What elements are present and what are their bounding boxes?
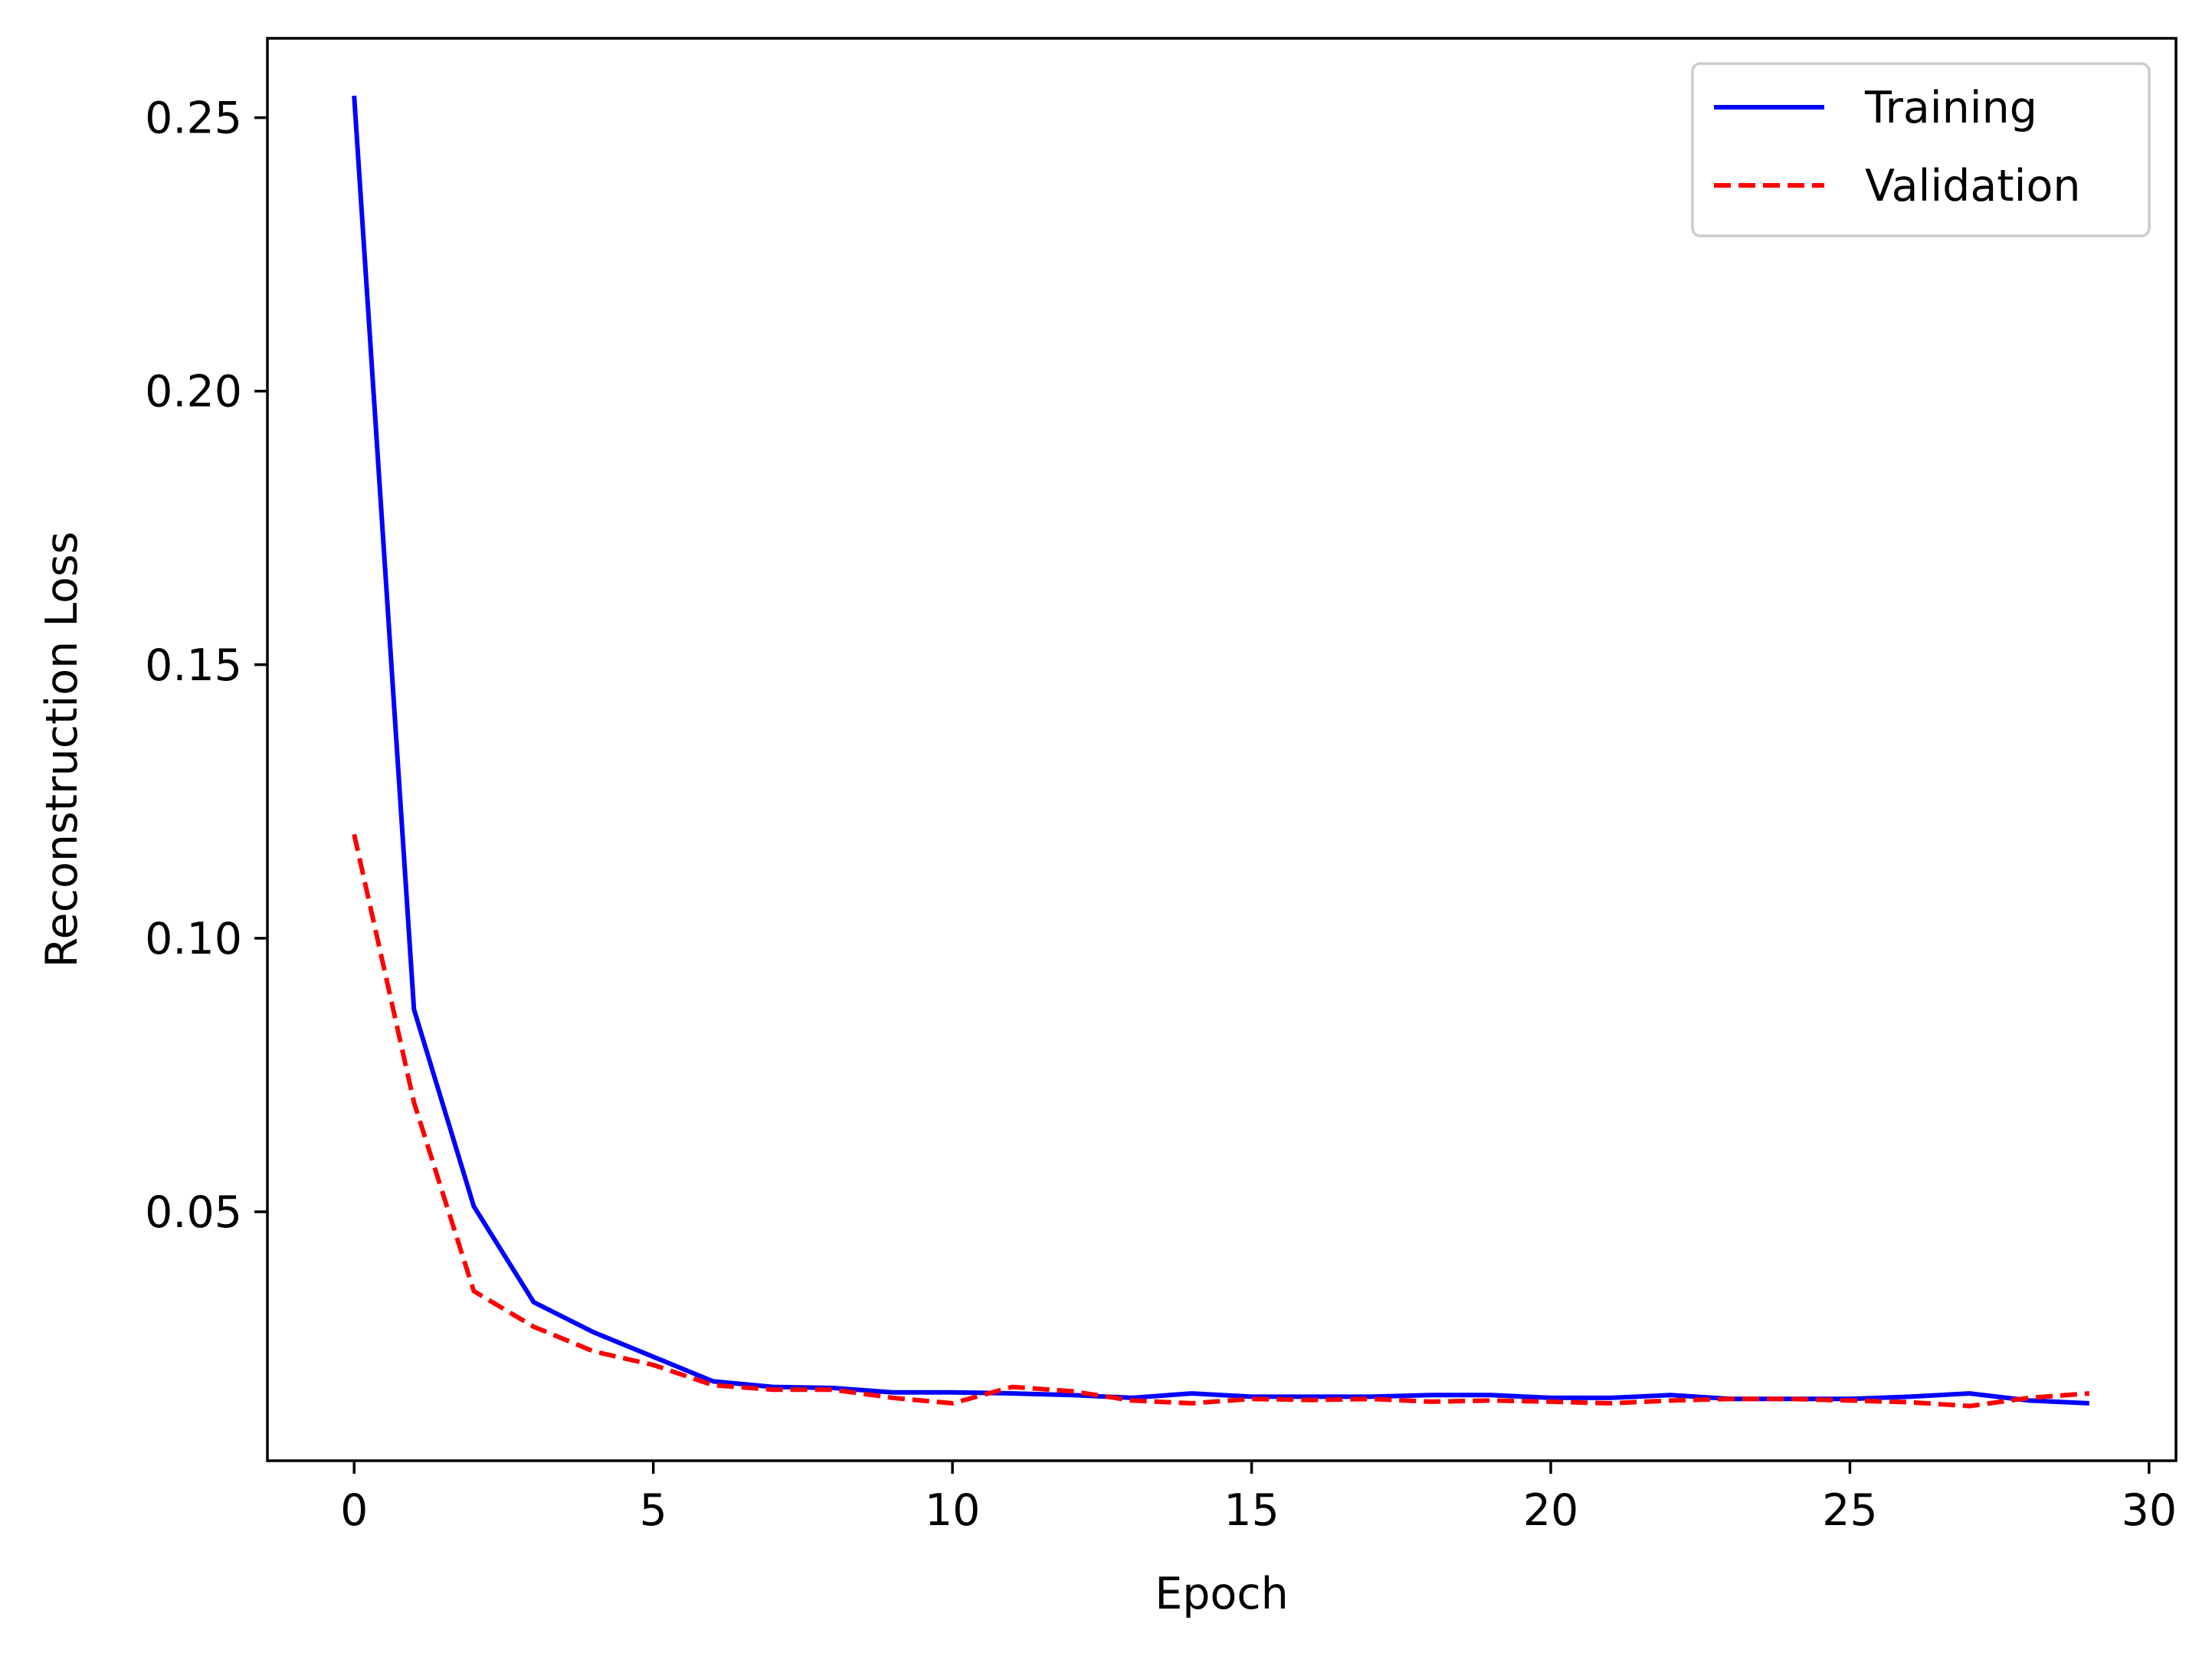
x-tick-label: 20 xyxy=(1523,1485,1579,1536)
x-tick-label: 15 xyxy=(1224,1485,1280,1536)
legend-label-training: Training xyxy=(1864,83,2037,133)
legend-label-validation: Validation xyxy=(1865,161,2080,211)
y-axis-ticks: 0.05 0.10 0.15 0.20 0.25 xyxy=(145,93,267,1238)
y-tick-label: 0.15 xyxy=(145,640,242,691)
x-tick-label: 5 xyxy=(640,1485,667,1536)
x-axis-ticks: 0 5 10 15 20 25 30 xyxy=(340,1461,2177,1536)
y-tick-label: 0.20 xyxy=(145,367,242,417)
y-axis-title: Reconstruction Loss xyxy=(37,532,87,968)
y-tick-label: 0.05 xyxy=(145,1187,242,1238)
x-axis-title: Epoch xyxy=(1155,1569,1289,1619)
x-tick-label: 10 xyxy=(925,1485,981,1536)
x-tick-label: 0 xyxy=(340,1485,368,1536)
x-tick-label: 30 xyxy=(2122,1485,2178,1536)
series-line-validation xyxy=(352,833,2090,1409)
y-tick-label: 0.25 xyxy=(145,93,242,144)
x-tick-label: 25 xyxy=(1822,1485,1878,1536)
series-layer xyxy=(352,95,2090,1409)
plot-frame xyxy=(266,37,2178,1462)
y-tick-label: 0.10 xyxy=(145,914,242,964)
legend: Training Validation xyxy=(1691,62,2151,237)
